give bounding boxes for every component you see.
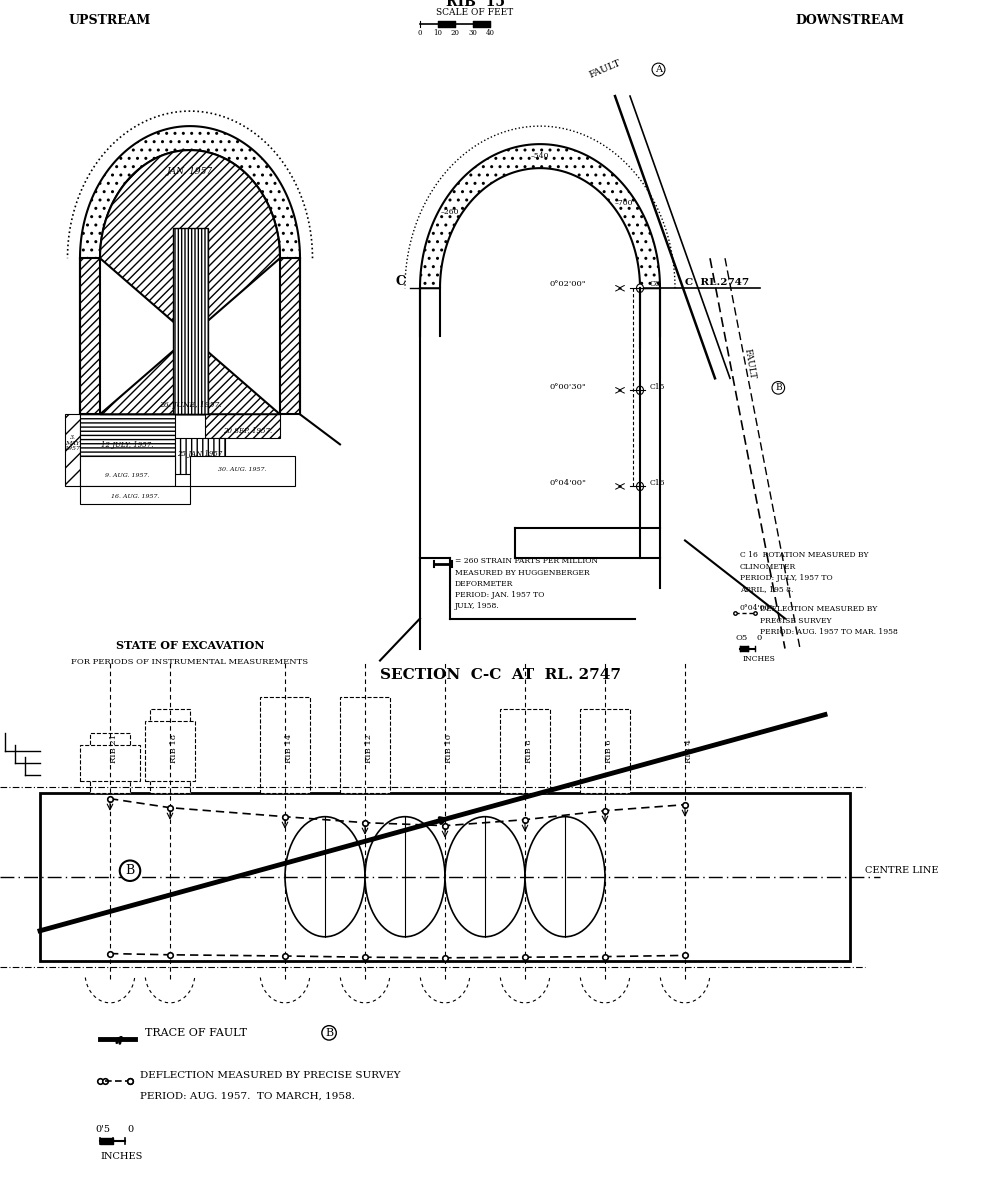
Text: 25 JAN 1957: 25 JAN 1957 [177,450,223,459]
Text: RIB 8: RIB 8 [525,739,533,763]
Text: JULY, 1958.: JULY, 1958. [455,602,500,610]
Text: 16. AUG. 1957.: 16. AUG. 1957. [111,495,159,500]
Circle shape [637,482,644,490]
Text: DEFORMETER: DEFORMETER [455,580,513,588]
Polygon shape [80,126,300,258]
Text: 20: 20 [450,29,460,37]
Text: B: B [125,865,135,877]
Text: C8: C8 [650,281,661,288]
Bar [80,456,175,486]
Text: O5: O5 [735,634,747,641]
Text: STATE OF EXCAVATION: STATE OF EXCAVATION [116,640,264,651]
Polygon shape [80,258,100,414]
Text: 40: 40 [486,29,494,37]
Circle shape [637,285,644,292]
Text: INCHES: INCHES [742,655,775,663]
Bar [40,793,850,961]
Text: RIB 12: RIB 12 [365,734,373,763]
Text: A: A [655,65,662,74]
Text: C: C [395,275,405,288]
Text: JAN. 1957: JAN. 1957 [167,167,213,177]
Text: 0: 0 [418,29,422,37]
Bar [175,438,225,474]
Text: 0°04'00": 0°04'00" [740,604,774,611]
Polygon shape [420,144,660,288]
Text: PERIOD: JAN. 1957 TO: PERIOD: JAN. 1957 TO [455,591,544,599]
Text: 0°02'00": 0°02'00" [550,281,587,288]
Text: DOWNSTREAM: DOWNSTREAM [796,14,904,26]
Bar [145,721,195,781]
Text: 26. JUNE, 1957.: 26. JUNE, 1957. [159,401,221,410]
Circle shape [637,387,644,394]
Text: 3.
MAY
1957: 3. MAY 1957 [64,435,80,452]
Text: CLINOMETER: CLINOMETER [740,563,796,572]
Ellipse shape [285,817,365,937]
Bar [500,709,550,793]
Text: C 16  ROTATION MEASURED BY: C 16 ROTATION MEASURED BY [740,551,868,560]
Text: 0°04'00": 0°04'00" [550,479,587,486]
Ellipse shape [525,817,605,937]
Polygon shape [173,228,208,414]
Text: = 260 STRAIN PARTS PER MILLION: = 260 STRAIN PARTS PER MILLION [455,557,598,564]
Text: CENTRE LINE: CENTRE LINE [865,866,938,876]
Text: 30: 30 [468,29,477,37]
Text: DEFLECTION MEASURED BY: DEFLECTION MEASURED BY [760,605,877,613]
Text: APRIL, 195 8.: APRIL, 195 8. [740,585,793,593]
Text: 20 SEP, 1957.: 20 SEP, 1957. [223,426,272,435]
Text: INCHES: INCHES [100,1152,142,1161]
Bar [80,745,140,781]
Text: C16: C16 [650,479,666,486]
Bar [205,414,280,438]
Text: –260: –260 [441,209,459,216]
Bar [340,697,390,793]
Text: RIB 14: RIB 14 [285,734,293,763]
Text: C  RL.2747: C RL.2747 [685,279,749,287]
Bar [260,697,310,793]
Text: RIB  15: RIB 15 [446,0,505,8]
Text: RIB 21: RIB 21 [110,734,118,763]
Text: RIB 10: RIB 10 [445,734,453,763]
Bar [80,414,175,456]
Text: RIB 4: RIB 4 [685,739,693,763]
Text: 12 JULY, 1957.: 12 JULY, 1957. [101,442,154,449]
Text: 9. AUG. 1957.: 9. AUG. 1957. [105,473,150,478]
Text: 30. AUG. 1957.: 30. AUG. 1957. [218,467,267,472]
Text: –540: –540 [531,153,549,160]
Text: PRECISE SURVEY: PRECISE SURVEY [760,617,832,626]
Text: MEASURED BY HUGGENBERGER: MEASURED BY HUGGENBERGER [455,569,590,578]
Text: B: B [325,1028,333,1038]
Text: PERIOD: AUG. 1957.  TO MARCH, 1958.: PERIOD: AUG. 1957. TO MARCH, 1958. [140,1092,355,1101]
Bar [90,733,130,793]
Ellipse shape [445,817,525,937]
Text: FAULT: FAULT [588,59,622,80]
Text: RIB 6: RIB 6 [605,739,613,763]
Text: PERIOD: AUG. 1957 TO MAR. 1958: PERIOD: AUG. 1957 TO MAR. 1958 [760,628,898,637]
Text: SECTION  C-C  AT  RL. 2747: SECTION C-C AT RL. 2747 [380,668,620,681]
Text: –700: –700 [615,199,634,208]
Polygon shape [100,150,280,414]
Text: C15: C15 [650,383,666,390]
Text: 0: 0 [757,634,762,641]
Bar [580,709,630,793]
Text: RIB 18: RIB 18 [170,734,178,763]
Text: TRACE OF FAULT: TRACE OF FAULT [145,1028,247,1038]
Bar [190,456,295,486]
Text: 0'5: 0'5 [95,1125,110,1134]
Text: 0°00'30": 0°00'30" [550,383,587,390]
Text: B: B [775,383,782,393]
Text: PERIOD: JULY, 1957 TO: PERIOD: JULY, 1957 TO [740,574,833,582]
Ellipse shape [365,817,445,937]
Text: 10: 10 [433,29,442,37]
Bar [65,414,80,486]
Text: FOR PERIODS OF INSTRUMENTAL MEASUREMENTS: FOR PERIODS OF INSTRUMENTAL MEASUREMENTS [71,658,309,665]
Bar [150,709,190,793]
Text: DEFLECTION MEASURED BY PRECISE SURVEY: DEFLECTION MEASURED BY PRECISE SURVEY [140,1071,400,1080]
Text: UPSTREAM: UPSTREAM [69,14,151,26]
Bar [80,486,190,504]
Polygon shape [280,258,300,414]
Text: FAULT: FAULT [743,348,757,381]
Text: 0: 0 [128,1125,134,1134]
Text: SCALE OF FEET: SCALE OF FEET [436,8,514,17]
